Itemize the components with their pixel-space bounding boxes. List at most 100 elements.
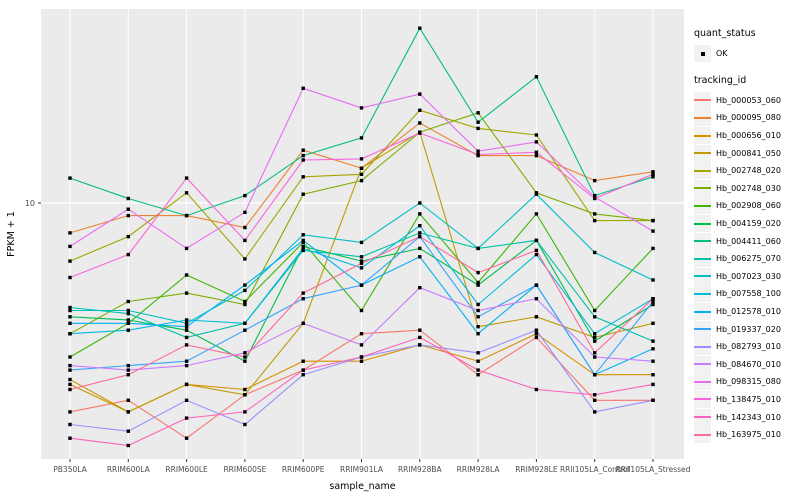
data-point-Hb_002748_030 [184, 291, 189, 295]
legend-gap [694, 63, 798, 75]
color-key-line [694, 416, 711, 419]
legend-label: Hb_084670_010 [716, 359, 781, 369]
data-point-Hb_002748_030 [651, 218, 655, 223]
color-key-icon [694, 144, 711, 162]
data-point-Hb_002748_020 [184, 191, 189, 195]
data-point-Hb_007023_030 [418, 201, 422, 205]
legend-item-Hb_002748_030: Hb_002748_030 [694, 179, 798, 198]
data-point-Hb_002748_020 [68, 259, 72, 263]
data-point-Hb_004159_020 [126, 318, 130, 322]
data-point-Hb_084670_010 [184, 363, 189, 368]
data-point-Hb_142343_010 [593, 393, 597, 397]
data-point-Hb_007558_100 [418, 224, 422, 228]
data-point-Hb_000053_060 [126, 398, 130, 402]
legend-item-Hb_084670_010: Hb_084670_010 [694, 355, 798, 374]
data-point-Hb_012578_010 [243, 283, 247, 287]
data-point-Hb_138475_010 [534, 150, 539, 154]
data-point-Hb_002908_060 [651, 246, 655, 251]
color-key-icon [694, 320, 711, 338]
legend-item-Hb_019337_020: Hb_019337_020 [694, 320, 798, 338]
data-point-Hb_098315_080 [243, 210, 247, 214]
data-point-Hb_000656_010 [301, 359, 305, 363]
legend-item-Hb_082793_010: Hb_082793_010 [694, 338, 798, 356]
color-key-icon [694, 373, 711, 391]
color-key-line [694, 328, 711, 331]
data-point-Hb_163975_010 [359, 261, 364, 266]
data-point-Hb_163975_010 [651, 297, 655, 301]
data-point-Hb_163975_010 [243, 355, 247, 359]
color-key-line [694, 134, 711, 137]
data-point-Hb_006275_070 [68, 305, 72, 310]
data-point-Hb_002908_060 [243, 299, 247, 304]
legend-label: Hb_007558_100 [716, 289, 781, 299]
data-point-Hb_004411_060 [184, 213, 189, 218]
data-point-Hb_019337_020 [301, 297, 305, 301]
data-point-Hb_000095_080 [593, 178, 597, 183]
legend-label: Hb_004159_020 [716, 219, 781, 229]
data-point-Hb_084670_010 [534, 297, 539, 301]
data-point-Hb_163975_010 [534, 248, 539, 253]
legend-item-Hb_098315_080: Hb_098315_080 [694, 373, 798, 391]
data-point-Hb_000053_060 [359, 332, 364, 336]
x-tick-label: RRIM600LA [107, 465, 151, 474]
y-tick-label: 10 [25, 199, 35, 208]
data-point-Hb_006275_070 [301, 248, 305, 253]
data-point-Hb_082793_010 [301, 373, 305, 377]
color-key-line [694, 380, 711, 383]
data-point-Hb_138475_010 [359, 157, 364, 161]
data-point-Hb_012578_010 [476, 332, 480, 336]
data-point-Hb_002748_020 [534, 133, 539, 137]
data-point-Hb_006275_070 [184, 335, 189, 340]
legend-item-Hb_163975_010: Hb_163975_010 [694, 426, 798, 444]
data-point-Hb_012578_010 [651, 347, 655, 351]
data-point-Hb_142343_010 [184, 416, 189, 420]
data-point-Hb_002748_020 [359, 172, 364, 176]
color-key-icon [694, 162, 711, 180]
data-point-Hb_019337_020 [68, 368, 72, 372]
color-key-icon [694, 127, 711, 145]
data-point-Hb_007558_100 [68, 332, 72, 336]
data-point-Hb_004411_060 [126, 196, 130, 201]
data-point-Hb_002748_030 [593, 212, 597, 216]
color-key-line [694, 222, 711, 225]
legend-item-Hb_012578_010: Hb_012578_010 [694, 303, 798, 321]
data-point-Hb_006275_070 [534, 238, 539, 243]
data-point-Hb_000095_080 [126, 213, 130, 218]
color-key-line [694, 204, 711, 207]
data-point-Hb_004159_020 [301, 244, 305, 249]
legend-label: Hb_082793_010 [716, 342, 781, 352]
data-point-Hb_007023_030 [126, 308, 130, 313]
data-point-Hb_007558_100 [184, 318, 189, 322]
data-point-Hb_142343_010 [534, 387, 539, 392]
legend-item-Hb_006275_070: Hb_006275_070 [694, 250, 798, 268]
data-point-Hb_019337_020 [534, 283, 539, 287]
data-point-Hb_012578_010 [301, 238, 305, 243]
x-tick-label: RRIM928LA [457, 465, 501, 474]
data-point-Hb_163975_010 [68, 387, 72, 392]
data-point-Hb_082793_010 [476, 351, 480, 355]
legend-label: Hb_000841_050 [716, 148, 781, 158]
legend-item-Hb_000841_050: Hb_000841_050 [694, 144, 798, 162]
data-point-Hb_004411_060 [301, 153, 305, 158]
color-key-icon [694, 408, 711, 426]
data-point-Hb_002748_020 [593, 218, 597, 223]
data-point-Hb_142343_010 [418, 335, 422, 340]
data-point-Hb_142343_010 [476, 368, 480, 372]
data-point-Hb_012578_010 [184, 325, 189, 329]
data-point-Hb_002908_060 [476, 280, 480, 285]
legend-label: Hb_002908_060 [716, 201, 781, 211]
data-point-Hb_142343_010 [243, 410, 247, 414]
color-key-icon [694, 267, 711, 285]
data-point-Hb_000095_080 [243, 225, 247, 230]
data-point-Hb_098315_080 [301, 86, 305, 90]
data-point-Hb_004159_020 [184, 328, 189, 332]
data-point-Hb_098315_080 [651, 229, 655, 233]
color-key-line [694, 240, 711, 243]
legend-label: Hb_138475_010 [716, 394, 781, 404]
color-key-icon [694, 91, 711, 109]
data-point-Hb_000841_050 [593, 335, 597, 340]
data-point-Hb_000841_050 [68, 382, 72, 387]
data-point-Hb_000656_010 [651, 373, 655, 377]
color-key-icon [694, 338, 711, 356]
